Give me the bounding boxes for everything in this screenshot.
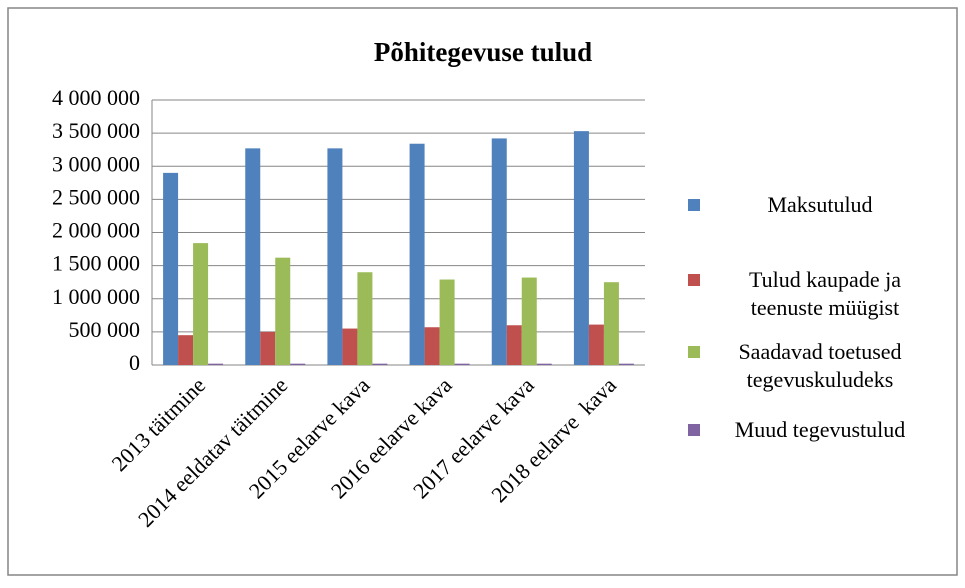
- bar: [208, 363, 224, 365]
- bar: [327, 148, 343, 365]
- legend-label: Muud tegevustulud: [734, 417, 906, 442]
- bar: [178, 335, 194, 365]
- legend-item: Tulud kaupade ja teenuste müügist: [749, 267, 901, 320]
- bar: [536, 363, 552, 365]
- bar: [588, 324, 604, 365]
- chart-title: Põhitegevuse tulud: [374, 37, 592, 67]
- bar: [573, 131, 589, 365]
- y-tick-label: 2 000 000: [52, 218, 140, 243]
- legend-swatch: [688, 424, 700, 436]
- legend-item: Saadavad toetused tegevuskuludeks: [738, 339, 902, 392]
- bar: [342, 328, 358, 365]
- bar: [245, 148, 261, 365]
- bar: [506, 325, 522, 365]
- bar: [454, 363, 470, 365]
- y-tick-label: 3 500 000: [52, 118, 140, 143]
- bar: [372, 363, 388, 365]
- y-tick-label: 2 500 000: [52, 184, 140, 209]
- bar: [409, 143, 425, 365]
- bar: [603, 282, 619, 365]
- bar: [491, 138, 507, 365]
- legend-swatch: [688, 199, 700, 211]
- bar: [439, 279, 455, 365]
- y-tick-label: 1 000 000: [52, 284, 140, 309]
- bar: [290, 363, 306, 365]
- bar: [618, 363, 634, 365]
- y-tick-label: 1 500 000: [52, 251, 140, 276]
- legend-swatch: [688, 346, 700, 358]
- bar: [521, 277, 537, 365]
- legend-label: Maksutulud: [767, 192, 873, 217]
- bar: [163, 172, 179, 365]
- y-tick-label: 0: [129, 350, 140, 375]
- legend-label: Tulud kaupade ja teenuste müügist: [749, 267, 901, 320]
- bar: [275, 257, 291, 365]
- y-tick-label: 3 000 000: [52, 151, 140, 176]
- bar: [260, 331, 276, 365]
- legend-swatch: [688, 274, 700, 286]
- legend-item: Muud tegevustulud: [734, 417, 906, 442]
- bar: [357, 272, 373, 365]
- legend-item: Maksutulud: [767, 192, 873, 217]
- legend-label: Saadavad toetused tegevuskuludeks: [738, 339, 902, 392]
- bar: [424, 327, 440, 365]
- bar: [193, 243, 209, 365]
- y-tick-label: 500 000: [69, 317, 141, 342]
- y-tick-label: 4 000 000: [52, 85, 140, 110]
